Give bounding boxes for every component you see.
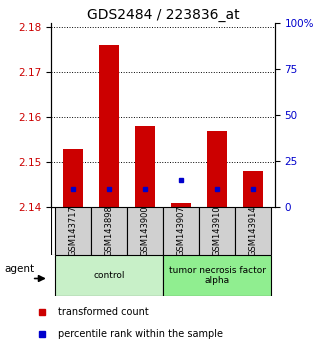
Bar	[207, 131, 227, 207]
Text: GSM143910: GSM143910	[213, 206, 221, 256]
FancyBboxPatch shape	[127, 207, 163, 255]
Text: GSM143914: GSM143914	[249, 206, 258, 256]
Title: GDS2484 / 223836_at: GDS2484 / 223836_at	[87, 8, 239, 22]
FancyBboxPatch shape	[163, 207, 199, 255]
Text: transformed count: transformed count	[58, 307, 149, 317]
FancyBboxPatch shape	[55, 255, 163, 296]
FancyBboxPatch shape	[55, 207, 91, 255]
Bar	[63, 149, 83, 207]
Text: agent: agent	[4, 264, 34, 274]
Text: control: control	[93, 271, 125, 280]
FancyBboxPatch shape	[163, 255, 271, 296]
Text: GSM143898: GSM143898	[105, 206, 114, 256]
Bar	[135, 126, 155, 207]
FancyBboxPatch shape	[235, 207, 271, 255]
Bar	[99, 45, 119, 207]
FancyBboxPatch shape	[91, 207, 127, 255]
Bar	[243, 171, 263, 207]
Text: GSM143717: GSM143717	[69, 206, 77, 256]
Text: GSM143907: GSM143907	[176, 206, 186, 256]
Text: tumor necrosis factor
alpha: tumor necrosis factor alpha	[168, 266, 265, 285]
Text: GSM143900: GSM143900	[140, 206, 150, 256]
Text: percentile rank within the sample: percentile rank within the sample	[58, 329, 223, 339]
Bar	[171, 202, 191, 207]
FancyBboxPatch shape	[199, 207, 235, 255]
